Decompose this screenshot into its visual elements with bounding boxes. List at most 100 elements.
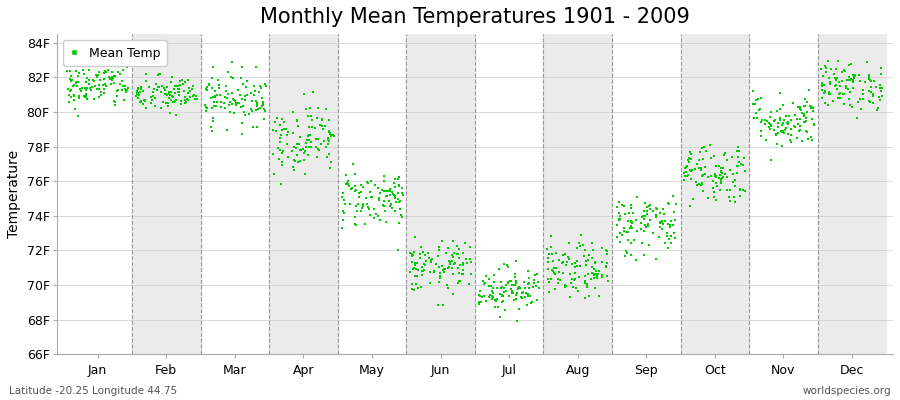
Point	[500, 262, 514, 268]
Point	[625, 218, 639, 225]
Point	[60, 68, 75, 74]
Point	[233, 75, 248, 82]
Point	[388, 184, 402, 191]
Point	[696, 156, 710, 162]
Point	[65, 77, 79, 83]
Point	[870, 104, 885, 111]
Point	[155, 82, 169, 89]
Point	[254, 84, 268, 91]
Point	[504, 278, 518, 285]
Point	[387, 192, 401, 198]
Point	[256, 102, 270, 108]
Point	[452, 255, 466, 262]
Point	[364, 178, 378, 184]
Point	[648, 205, 662, 212]
Point	[591, 292, 606, 299]
Point	[841, 86, 855, 92]
Point	[104, 81, 118, 88]
Point	[861, 74, 876, 80]
Point	[494, 285, 508, 291]
Point	[311, 104, 326, 111]
Point	[700, 195, 715, 202]
Point	[555, 270, 570, 276]
Point	[713, 172, 727, 178]
Point	[598, 262, 613, 269]
Point	[287, 156, 302, 163]
Point	[770, 124, 785, 130]
Point	[209, 103, 223, 109]
Point	[452, 278, 466, 284]
Point	[347, 221, 362, 228]
Point	[545, 268, 560, 274]
Point	[293, 147, 308, 154]
Point	[822, 90, 836, 97]
Point	[162, 91, 176, 97]
Point	[723, 167, 737, 173]
Point	[446, 254, 460, 260]
Point	[708, 173, 723, 180]
Point	[689, 182, 704, 188]
Point	[284, 148, 299, 154]
Point	[336, 208, 350, 214]
Bar	[406, 34, 475, 354]
Point	[258, 83, 273, 90]
Point	[763, 126, 778, 132]
Y-axis label: Temperature: Temperature	[7, 150, 21, 238]
Point	[367, 182, 382, 188]
Point	[248, 87, 262, 94]
Point	[636, 216, 651, 222]
Point	[133, 86, 148, 92]
Point	[71, 79, 86, 85]
Point	[578, 278, 592, 284]
Point	[376, 201, 391, 208]
Point	[181, 89, 195, 96]
Point	[559, 282, 573, 289]
Point	[412, 251, 427, 257]
Point	[86, 96, 101, 102]
Point	[815, 82, 830, 89]
Point	[302, 132, 317, 138]
Point	[505, 288, 519, 294]
Point	[306, 89, 320, 96]
Point	[68, 106, 83, 112]
Point	[805, 137, 819, 144]
Point	[418, 262, 432, 268]
Point	[66, 83, 80, 89]
Point	[352, 194, 366, 200]
Point	[715, 165, 729, 171]
Point	[832, 79, 846, 85]
Point	[73, 86, 87, 92]
Point	[624, 219, 638, 225]
Point	[228, 98, 242, 104]
Point	[799, 115, 814, 121]
Point	[774, 128, 788, 134]
Point	[403, 250, 418, 256]
Point	[867, 78, 881, 84]
Point	[681, 157, 696, 164]
Point	[317, 138, 331, 144]
Point	[82, 67, 96, 73]
Point	[288, 158, 302, 164]
Point	[183, 88, 197, 94]
Point	[860, 59, 875, 65]
Point	[749, 97, 763, 104]
Point	[286, 130, 301, 137]
Point	[200, 84, 214, 90]
Point	[338, 201, 352, 207]
Point	[407, 287, 421, 294]
Point	[856, 91, 870, 98]
Point	[92, 94, 106, 100]
Point	[274, 181, 288, 187]
Point	[145, 97, 159, 103]
Point	[118, 86, 132, 92]
Point	[61, 52, 76, 58]
Point	[575, 242, 590, 248]
Point	[395, 213, 410, 220]
Point	[525, 300, 539, 306]
Point	[683, 176, 698, 182]
Point	[806, 107, 820, 114]
Point	[612, 210, 626, 216]
Point	[463, 244, 477, 250]
Point	[118, 88, 132, 94]
Point	[79, 93, 94, 99]
